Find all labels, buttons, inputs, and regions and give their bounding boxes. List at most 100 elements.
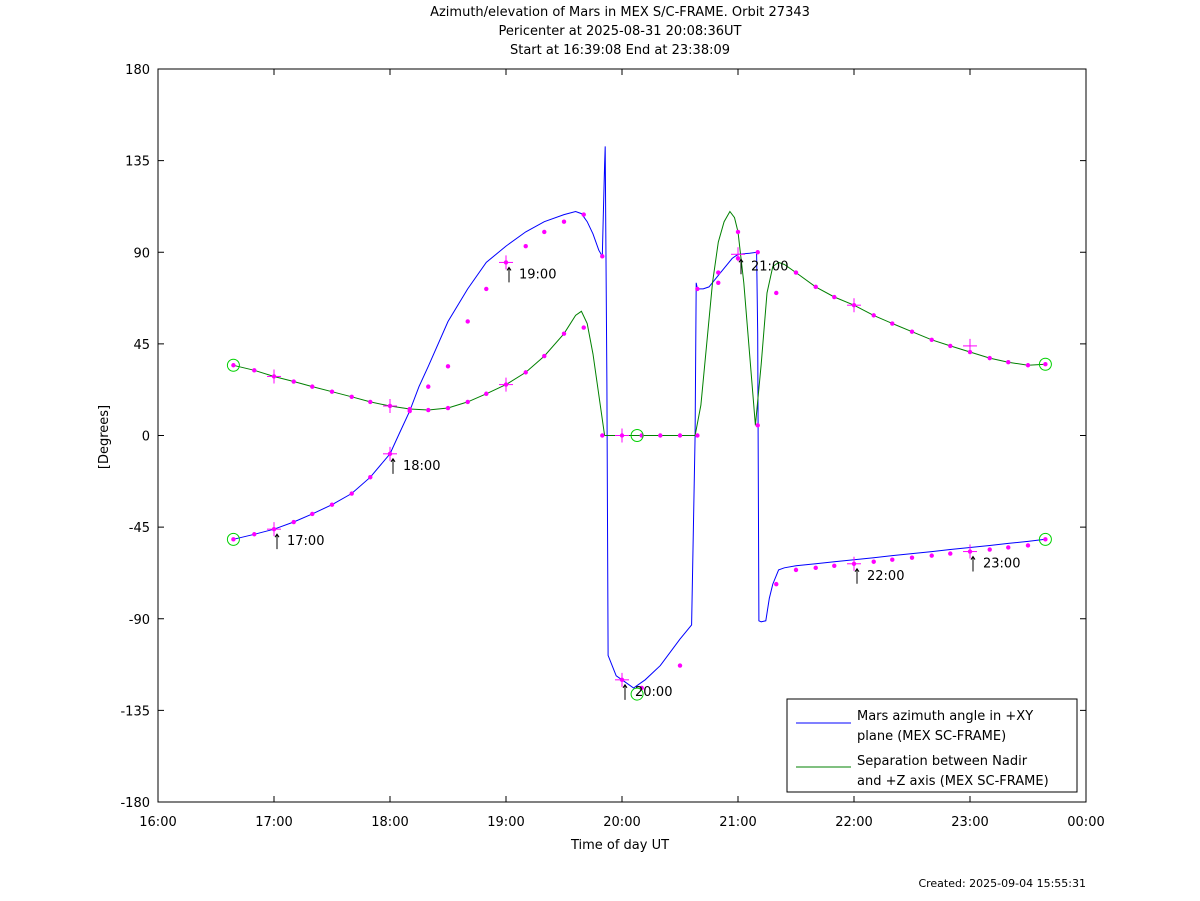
x-tick-label: 20:00	[603, 815, 640, 830]
data-point-separation	[774, 290, 779, 296]
y-tick-label: -90	[129, 613, 150, 628]
data-point-separation	[561, 331, 567, 336]
data-point-azimuth	[890, 557, 895, 562]
data-point-azimuth	[909, 555, 915, 560]
data-point-azimuth	[581, 212, 586, 217]
x-axis-label: Time of day UT	[570, 838, 669, 853]
endpoint-circle-marker	[226, 532, 240, 546]
data-point-azimuth	[1043, 537, 1048, 542]
data-point-azimuth	[695, 286, 700, 292]
data-point-separation	[755, 423, 760, 428]
data-point-separation	[735, 229, 741, 235]
data-point-azimuth	[329, 502, 335, 507]
data-point-azimuth	[774, 581, 779, 587]
endpoint-circle-marker	[630, 687, 644, 701]
data-point-azimuth	[231, 537, 236, 542]
data-point-separation	[987, 355, 992, 361]
annotation-arrowhead	[622, 683, 628, 689]
x-tick-label: 19:00	[487, 815, 524, 830]
data-point-separation	[832, 294, 837, 300]
data-point-separation	[600, 433, 605, 438]
data-point-separation	[695, 433, 700, 438]
data-point-separation	[231, 363, 236, 368]
data-point-azimuth	[987, 547, 992, 552]
x-tick-label: 16:00	[139, 815, 176, 830]
data-point-separation	[349, 394, 354, 400]
data-point-separation	[407, 406, 412, 412]
data-point-azimuth	[755, 250, 760, 255]
data-point-separation	[368, 399, 373, 405]
legend-label-separation-line-2: and +Z axis (MEX SC-FRAME)	[857, 774, 1049, 789]
data-point-azimuth	[948, 551, 953, 556]
data-point-separation	[445, 405, 451, 411]
chart-title-line-1: Azimuth/elevation of Mars in MEX S/C-FRA…	[430, 5, 810, 20]
data-point-azimuth	[677, 663, 683, 668]
data-point-separation	[890, 321, 895, 326]
data-point-azimuth	[793, 567, 799, 573]
data-point-separation	[1043, 362, 1048, 367]
data-point-azimuth	[871, 559, 876, 564]
data-point-azimuth	[368, 475, 373, 480]
annotation-time-label: 21:00	[751, 259, 788, 274]
data-point-azimuth	[716, 270, 721, 275]
data-point-azimuth	[1025, 543, 1031, 548]
x-tick-label: 22:00	[835, 815, 872, 830]
data-point-azimuth	[832, 563, 837, 569]
annotation-time-label: 19:00	[519, 267, 556, 282]
data-point-azimuth	[426, 384, 431, 389]
data-point-azimuth	[291, 519, 296, 525]
data-point-separation	[581, 325, 586, 330]
annotation-time-label: 18:00	[403, 459, 440, 474]
x-tick-label: 00:00	[1067, 815, 1104, 830]
annotations-layer: 17:00 18:00 19:00 20:00 21:00 22:00 23:00	[274, 258, 1020, 700]
data-point-separation	[813, 284, 818, 290]
endpoint-circle-marker	[630, 429, 644, 442]
data-point-separation	[329, 389, 335, 394]
legend-label-azimuth-line-1: Mars azimuth angle in +XY	[857, 709, 1033, 724]
y-tick-label: -45	[129, 521, 150, 536]
data-point-azimuth	[561, 219, 567, 224]
y-tick-label: -135	[120, 704, 150, 719]
endpoint-circle-marker	[1038, 532, 1052, 546]
data-point-separation	[426, 407, 431, 413]
data-point-azimuth	[310, 511, 315, 517]
data-point-separation	[252, 368, 257, 373]
data-point-azimuth	[600, 254, 605, 259]
data-point-separation	[291, 379, 296, 384]
legend-label-azimuth-line-2: plane (MEX SC-FRAME)	[857, 729, 1006, 744]
data-point-separation	[465, 399, 470, 405]
series-line-separation	[233, 210, 1046, 436]
data-point-separation	[1006, 360, 1011, 365]
x-tick-label: 21:00	[719, 815, 756, 830]
annotation-time-label: 20:00	[635, 685, 672, 700]
data-point-separation	[909, 329, 915, 334]
x-tick-label: 18:00	[371, 815, 408, 830]
data-point-azimuth	[1006, 545, 1011, 550]
x-tick-label: 23:00	[951, 815, 988, 830]
data-point-separation	[948, 343, 953, 349]
data-point-azimuth	[929, 553, 934, 558]
annotation-time-label: 17:00	[287, 534, 324, 549]
chart-title-line-2: Pericenter at 2025-08-31 20:08:36UT	[498, 24, 742, 39]
y-tick-label: -180	[120, 796, 150, 811]
annotation-arrowhead	[854, 567, 860, 573]
data-point-azimuth	[252, 532, 257, 537]
y-tick-label: 180	[125, 63, 150, 78]
endpoint-circle-marker	[226, 358, 240, 372]
annotation-arrowhead	[390, 457, 396, 463]
data-point-separation	[1025, 363, 1031, 368]
data-point-azimuth	[523, 243, 528, 249]
series-layer	[233, 146, 1046, 689]
legend: Mars azimuth angle in +XY plane (MEX SC-…	[786, 698, 1078, 793]
axis-ticks: 16:00 17:00 18:00 19:00 20:00 21:00 22:00 23:00…	[120, 63, 1104, 830]
data-point-azimuth	[445, 364, 451, 369]
data-point-azimuth	[465, 319, 470, 324]
data-point-separation	[716, 280, 721, 285]
y-tick-label: 0	[142, 430, 150, 445]
data-point-separation	[677, 433, 683, 438]
legend-label-separation-line-1: Separation between Nadir	[857, 754, 1028, 769]
data-point-separation	[658, 433, 663, 438]
data-point-azimuth	[484, 286, 489, 292]
annotation-arrowhead	[738, 258, 744, 263]
annotation-arrowhead	[506, 266, 512, 271]
